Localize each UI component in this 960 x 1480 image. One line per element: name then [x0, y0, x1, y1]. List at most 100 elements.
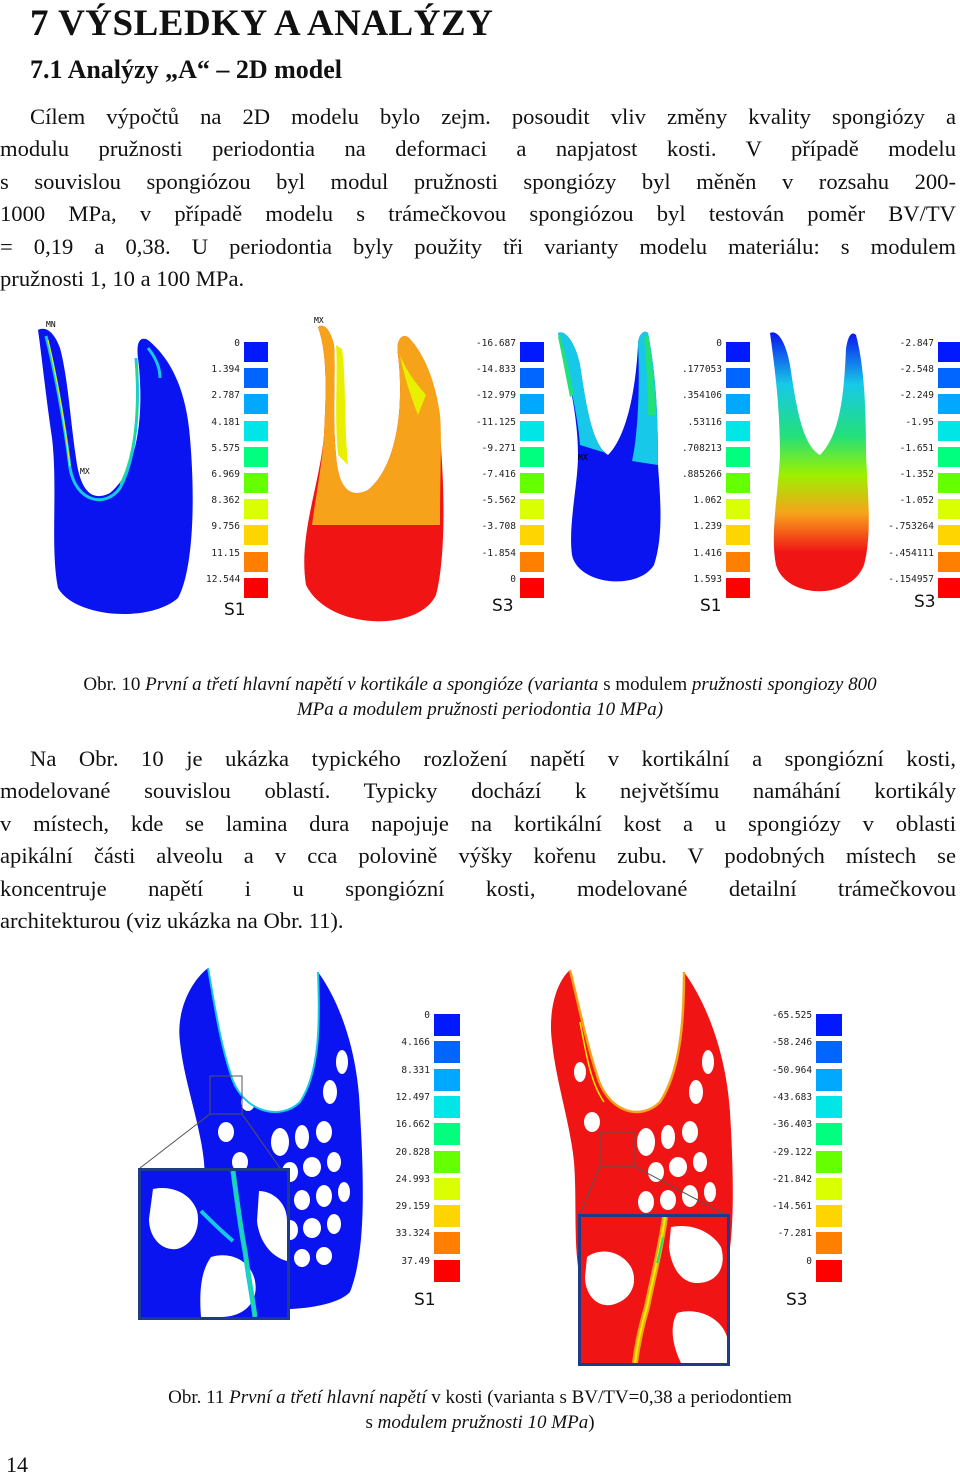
legend-value: -58.246 — [772, 1037, 813, 1049]
legend-swatch — [244, 473, 268, 493]
legend-swatch — [520, 551, 544, 572]
legend-swatch — [816, 1123, 842, 1146]
legend-swatch — [434, 1123, 460, 1146]
legend-swatch — [520, 368, 544, 389]
legend-swatch — [816, 1259, 842, 1282]
trabecular-holes — [218, 1050, 350, 1267]
legend-value: -2.548 — [899, 364, 934, 376]
legend-swatch — [434, 1205, 460, 1228]
legend-value: -29.122 — [772, 1146, 813, 1158]
legend-value: 0 — [424, 1010, 430, 1021]
legend-value: -7.416 — [481, 469, 516, 480]
zoom-region — [209, 1075, 243, 1115]
legend-value: -1.95 — [905, 416, 934, 428]
text-line: Na Obr. 10 je ukázka typického rozložení… — [30, 746, 956, 771]
legend-swatch — [520, 394, 544, 415]
legend-swatch — [726, 368, 750, 389]
text-line: v místech, kde se lamina dura napojuje n… — [0, 810, 956, 836]
legend-swatch — [938, 420, 960, 441]
panel-label-s1: S1 — [224, 600, 246, 620]
text-line: architekturou (viz ukázka na Obr. 11). — [0, 908, 344, 934]
text-line: s souvislou spongiózou byl modul pružnos… — [0, 168, 956, 194]
legend-value: 9.756 — [211, 521, 240, 533]
caption-italic: První a třetí hlavní napětí — [229, 1387, 427, 1408]
legend-swatch — [520, 499, 544, 520]
legend-value: 29.159 — [395, 1201, 430, 1213]
mx-marker: MX — [80, 467, 90, 476]
legend-value: -50.964 — [772, 1064, 813, 1076]
caption-italic: modulem pružnosti 10 MPa — [377, 1412, 589, 1433]
legend-value: -12.979 — [475, 390, 516, 402]
legend-swatch — [938, 473, 960, 493]
zoom-inset-drawing — [149, 1171, 287, 1317]
legend-swatch — [726, 394, 750, 415]
legend-value: 24.993 — [395, 1173, 430, 1185]
caption-italic: pružnosti spongiozy 800 — [691, 674, 877, 695]
spongiosa-shape — [770, 332, 869, 592]
legend-swatch — [434, 1150, 460, 1173]
legend-value: 11.15 — [211, 547, 240, 559]
legend-value: -7.281 — [777, 1228, 812, 1240]
legend-swatch — [244, 420, 268, 441]
text-line: = 0,19 a 0,38. U periodontia byly použit… — [0, 233, 956, 259]
legend-swatch — [520, 342, 544, 362]
legend-value: 1.416 — [693, 547, 722, 559]
legend-value: 0 — [806, 1255, 812, 1267]
panel-label-s3: S3 — [492, 596, 514, 616]
section-heading: 7.1 Analýzy „A“ – 2D model — [30, 55, 342, 84]
legend-value: 12.497 — [395, 1091, 430, 1103]
legend-swatch — [938, 499, 960, 520]
legend-swatch — [244, 368, 268, 389]
legend-swatch — [520, 446, 544, 467]
legend-value: -1.651 — [899, 442, 934, 454]
legend-swatch — [726, 577, 750, 598]
text-line: modulu pružnosti periodontia na deformac… — [0, 136, 956, 162]
legend-swatch — [434, 1068, 460, 1091]
legend-value: .53116 — [687, 416, 722, 428]
legend-swatch — [244, 551, 268, 572]
legend-value: 37.49 — [401, 1255, 430, 1267]
legend-swatch — [434, 1041, 460, 1064]
legend-swatch — [726, 342, 750, 362]
legend-value: 1.239 — [693, 521, 722, 533]
legend-value: 1.593 — [693, 573, 722, 585]
legend-value: 4.181 — [211, 416, 240, 428]
legend-swatch — [938, 551, 960, 572]
legend-swatch — [244, 577, 268, 598]
text-line: Cílem výpočtů na 2D modelu bylo zejm. po… — [30, 104, 956, 129]
legend-value: -5.562 — [481, 495, 516, 507]
legend-value: -1.854 — [481, 547, 516, 559]
legend-swatch — [726, 551, 750, 572]
fem-plot-spongiosa-s3 — [770, 332, 869, 592]
legend-swatch — [520, 577, 544, 598]
legend-swatch — [816, 1095, 842, 1118]
panel-label-s1c: S1 — [414, 1290, 436, 1310]
zoom-inset-s1 — [138, 1168, 290, 1320]
legend-swatch — [726, 499, 750, 520]
legend-swatch — [244, 446, 268, 467]
legend-value: -14.833 — [475, 364, 516, 376]
panel-label-s3b: S3 — [914, 592, 936, 612]
legend-value: -2.249 — [899, 390, 934, 402]
mx-marker: MX — [578, 453, 588, 462]
fem-plot-spongiosa-s1: MX — [558, 331, 661, 582]
legend-value: -1.352 — [899, 469, 934, 480]
legend-swatch — [434, 1259, 460, 1282]
legend-swatch — [938, 525, 960, 546]
legend-value: 5.575 — [211, 442, 240, 454]
inner-socket-rim — [44, 335, 139, 502]
legend-swatch — [938, 342, 960, 362]
caption-prefix: Obr. 11 — [168, 1387, 230, 1408]
legend-value: .708213 — [681, 442, 722, 454]
legend-value: -43.683 — [772, 1091, 813, 1103]
legend-swatch — [434, 1177, 460, 1200]
zoom-inset-drawing — [585, 1217, 727, 1363]
legend-swatch — [726, 525, 750, 546]
panel-label-s1b: S1 — [700, 596, 722, 616]
legend-swatch — [244, 525, 268, 546]
legend-swatch — [244, 342, 268, 362]
legend-swatch — [938, 394, 960, 415]
legend-value: -21.842 — [772, 1173, 813, 1185]
caption-italic: MPa a modulem pružnosti periodontia 10 M… — [296, 699, 664, 720]
legend-value: 0 — [234, 338, 240, 349]
